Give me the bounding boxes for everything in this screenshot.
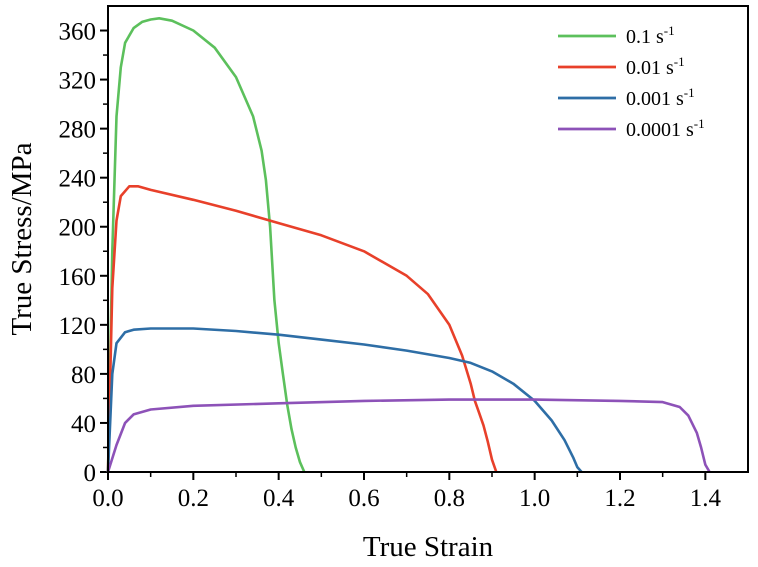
- y-axis-title: True Stress/MPa: [6, 142, 38, 335]
- series-line-3: [106, 398, 711, 473]
- legend-label-3: 0.0001 s-1: [626, 116, 705, 141]
- y-tick-label: 160: [59, 264, 97, 291]
- legend-label-1: 0.01 s-1: [626, 54, 685, 79]
- x-tick-label: 0.8: [434, 485, 465, 512]
- plot-frame: [107, 5, 749, 473]
- series-line-1: [106, 185, 498, 473]
- x-tick-label: 1.0: [519, 485, 550, 512]
- x-axis-title: True Strain: [363, 531, 494, 563]
- y-tick-label: 240: [59, 166, 97, 193]
- series-lines: [106, 16, 711, 473]
- legend: 0.1 s-1 0.01 s-1 0.001 s-1 0.0001 s-1: [558, 23, 705, 141]
- y-tick-label: 200: [59, 215, 97, 242]
- axis-ticks: 0.0 0.2 0.4 0.6 0.8 1.0 1.2 1.4 0 40 80 120 160 200 24…: [59, 19, 722, 512]
- x-tick-label: 0.6: [348, 485, 379, 512]
- x-tick-label: 0.2: [178, 485, 209, 512]
- series-line-2: [106, 327, 583, 473]
- y-tick-label: 280: [59, 117, 97, 144]
- y-tick-label: 360: [59, 19, 97, 46]
- legend-label-2: 0.001 s-1: [626, 85, 695, 110]
- y-tick-label: 120: [59, 313, 97, 340]
- y-tick-label: 0: [84, 460, 97, 487]
- y-tick-label: 80: [71, 362, 96, 389]
- legend-label-0: 0.1 s-1: [626, 23, 675, 48]
- x-tick-label: 1.2: [604, 485, 635, 512]
- y-tick-label: 40: [71, 411, 96, 438]
- x-tick-label: 0.4: [263, 485, 295, 512]
- x-tick-label: 1.4: [690, 485, 722, 512]
- y-tick-label: 320: [59, 68, 97, 95]
- x-tick-label: 0.0: [92, 485, 123, 512]
- series-line-0: [106, 16, 306, 473]
